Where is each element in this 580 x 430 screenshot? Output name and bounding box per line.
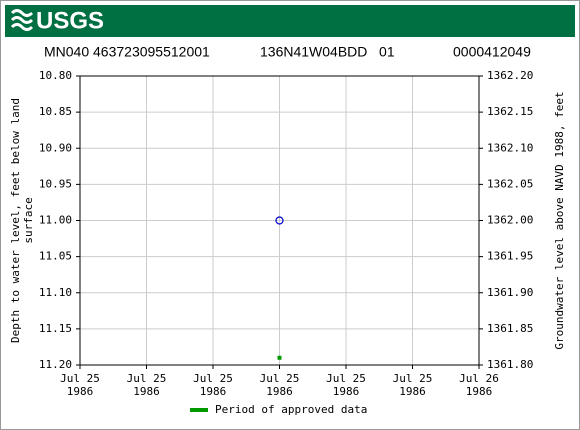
header-band (5, 5, 575, 37)
title-well: 136N41W04BDD 01 (260, 44, 395, 60)
title-site: MN040 463723095512001 (44, 44, 210, 60)
y2-tick-label: 1362.00 (487, 214, 533, 227)
x-tick-label: Jul 25 1986 (260, 372, 300, 398)
x-tick-label: Jul 25 1986 (60, 372, 100, 398)
x-tick-label: Jul 26 1986 (459, 372, 499, 398)
y-tick-label: 11.10 (39, 286, 72, 299)
x-tick-label: Jul 25 1986 (393, 372, 433, 398)
approved-marker (277, 355, 282, 360)
y2-tick-label: 1361.95 (487, 250, 533, 263)
y2-tick-label: 1361.90 (487, 286, 533, 299)
y-tick-label: 11.20 (39, 358, 72, 371)
logo: USGS (36, 7, 104, 34)
y2-tick-label: 1361.85 (487, 322, 533, 335)
y2-tick-label: 1362.05 (487, 177, 533, 190)
plot-frame (79, 75, 480, 366)
title-id: 0000412049 (453, 44, 531, 60)
x-tick-label: Jul 25 1986 (193, 372, 233, 398)
y2-tick-label: 1361.80 (487, 358, 533, 371)
y-tick-label: 10.85 (39, 105, 72, 118)
y2-tick-label: 1362.10 (487, 141, 533, 154)
measurement-point (275, 216, 284, 225)
logo-waves (10, 9, 34, 31)
y-tick-label: 11.05 (39, 250, 72, 263)
y2-tick-label: 1362.20 (487, 69, 533, 82)
legend-label: Period of approved data (215, 403, 367, 416)
y-tick-label: 10.80 (39, 69, 72, 82)
y-tick-label: 10.90 (39, 141, 72, 154)
x-tick-label: Jul 25 1986 (326, 372, 366, 398)
x-tick-label: Jul 25 1986 (127, 372, 167, 398)
y-tick-label: 11.15 (39, 322, 72, 335)
y-tick-label: 10.95 (39, 177, 72, 190)
y-axis-label: Depth to water level, feet below landsur… (9, 98, 35, 343)
y2-tick-label: 1362.15 (487, 105, 533, 118)
y2-axis-label: Groundwater level above NAVD 1988, feet (553, 91, 566, 349)
y-tick-label: 11.00 (39, 214, 72, 227)
